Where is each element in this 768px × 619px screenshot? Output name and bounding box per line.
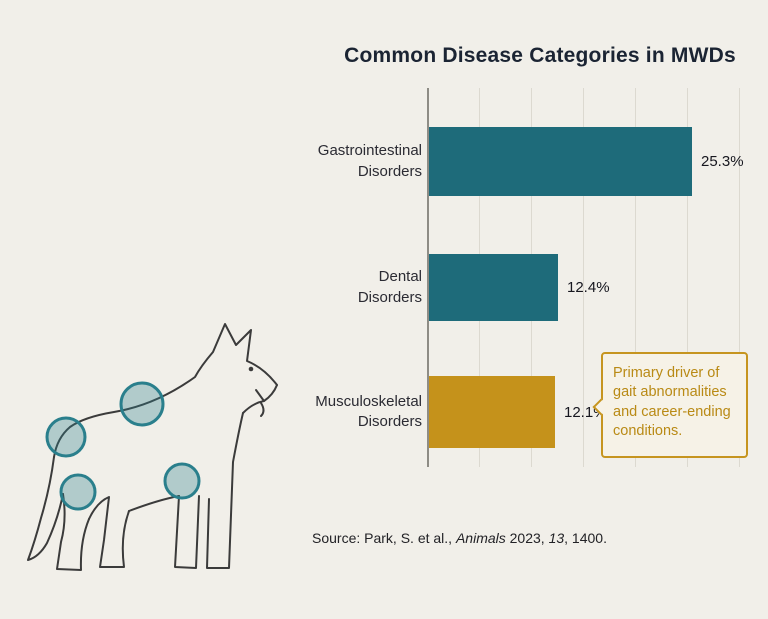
value-label: 12.4% (567, 279, 610, 296)
dog-throat-jaw (242, 384, 278, 414)
bar-row-gastrointestinal: Gastrointestinal Disorders 25.3% (300, 127, 744, 196)
dog-illustration (10, 310, 295, 580)
source-text: , 1400. (564, 530, 607, 546)
dog-front-leg-far (174, 495, 200, 569)
joint-highlight-shoulder (119, 381, 165, 427)
bar-gastrointestinal (429, 127, 692, 196)
dog-belly (128, 495, 180, 512)
gridline (583, 88, 584, 467)
annotation-text: Primary driver of gait abnormalities and… (613, 365, 731, 439)
category-label-line: Disorders (357, 413, 422, 430)
dog-rear-leg-near (88, 496, 130, 568)
category-label-line: Dental (378, 268, 422, 286)
dog-mouth (255, 389, 265, 402)
bar-musculoskeletal (429, 376, 555, 448)
y-axis-line (427, 88, 429, 467)
annotation-callout: Primary driver of gait abnormalities and… (592, 352, 748, 458)
gridline (635, 88, 636, 467)
dog-head-back-outline (53, 323, 278, 458)
category-label-line: Disorders (357, 288, 422, 306)
gridline (739, 88, 740, 467)
source-caption: Source: Park, S. et al., Animals 2023, 1… (312, 530, 607, 546)
dog-eye (248, 366, 254, 372)
bar-row-dental: Dental Disorders 12.4% (300, 254, 610, 321)
dog-line-drawing (27, 323, 278, 571)
source-text: Source: Park, S. et al., (312, 530, 456, 546)
joint-highlight-carpus (163, 462, 201, 500)
value-label: 25.3% (701, 153, 744, 170)
bar-dental (429, 254, 558, 321)
source-journal: Animals (455, 530, 506, 546)
dog-tongue (260, 402, 265, 417)
source-volume: 13 (548, 530, 565, 546)
dog-tail (27, 456, 64, 561)
dog-rear-leg-far (56, 493, 90, 571)
chart-title: Common Disease Categories in MWDs (344, 44, 736, 67)
category-label-line: Musculoskeletal (315, 392, 422, 410)
source-text: 2023, (505, 530, 549, 546)
category-label-line: Gastrointestinal (317, 142, 422, 160)
category-label: Gastrointestinal Disorders (300, 141, 422, 182)
gridline (687, 88, 688, 467)
bar-row-musculoskeletal: Musculoskeletal Disorders 12.1% (300, 376, 607, 448)
category-label: Musculoskeletal Disorders (300, 392, 422, 433)
category-label-line: Disorders (357, 162, 422, 180)
category-label: Dental Disorders (300, 267, 422, 308)
joint-highlight-stifle (59, 473, 97, 511)
dog-front-leg-near (206, 412, 244, 569)
joint-highlight-hip (45, 416, 87, 458)
